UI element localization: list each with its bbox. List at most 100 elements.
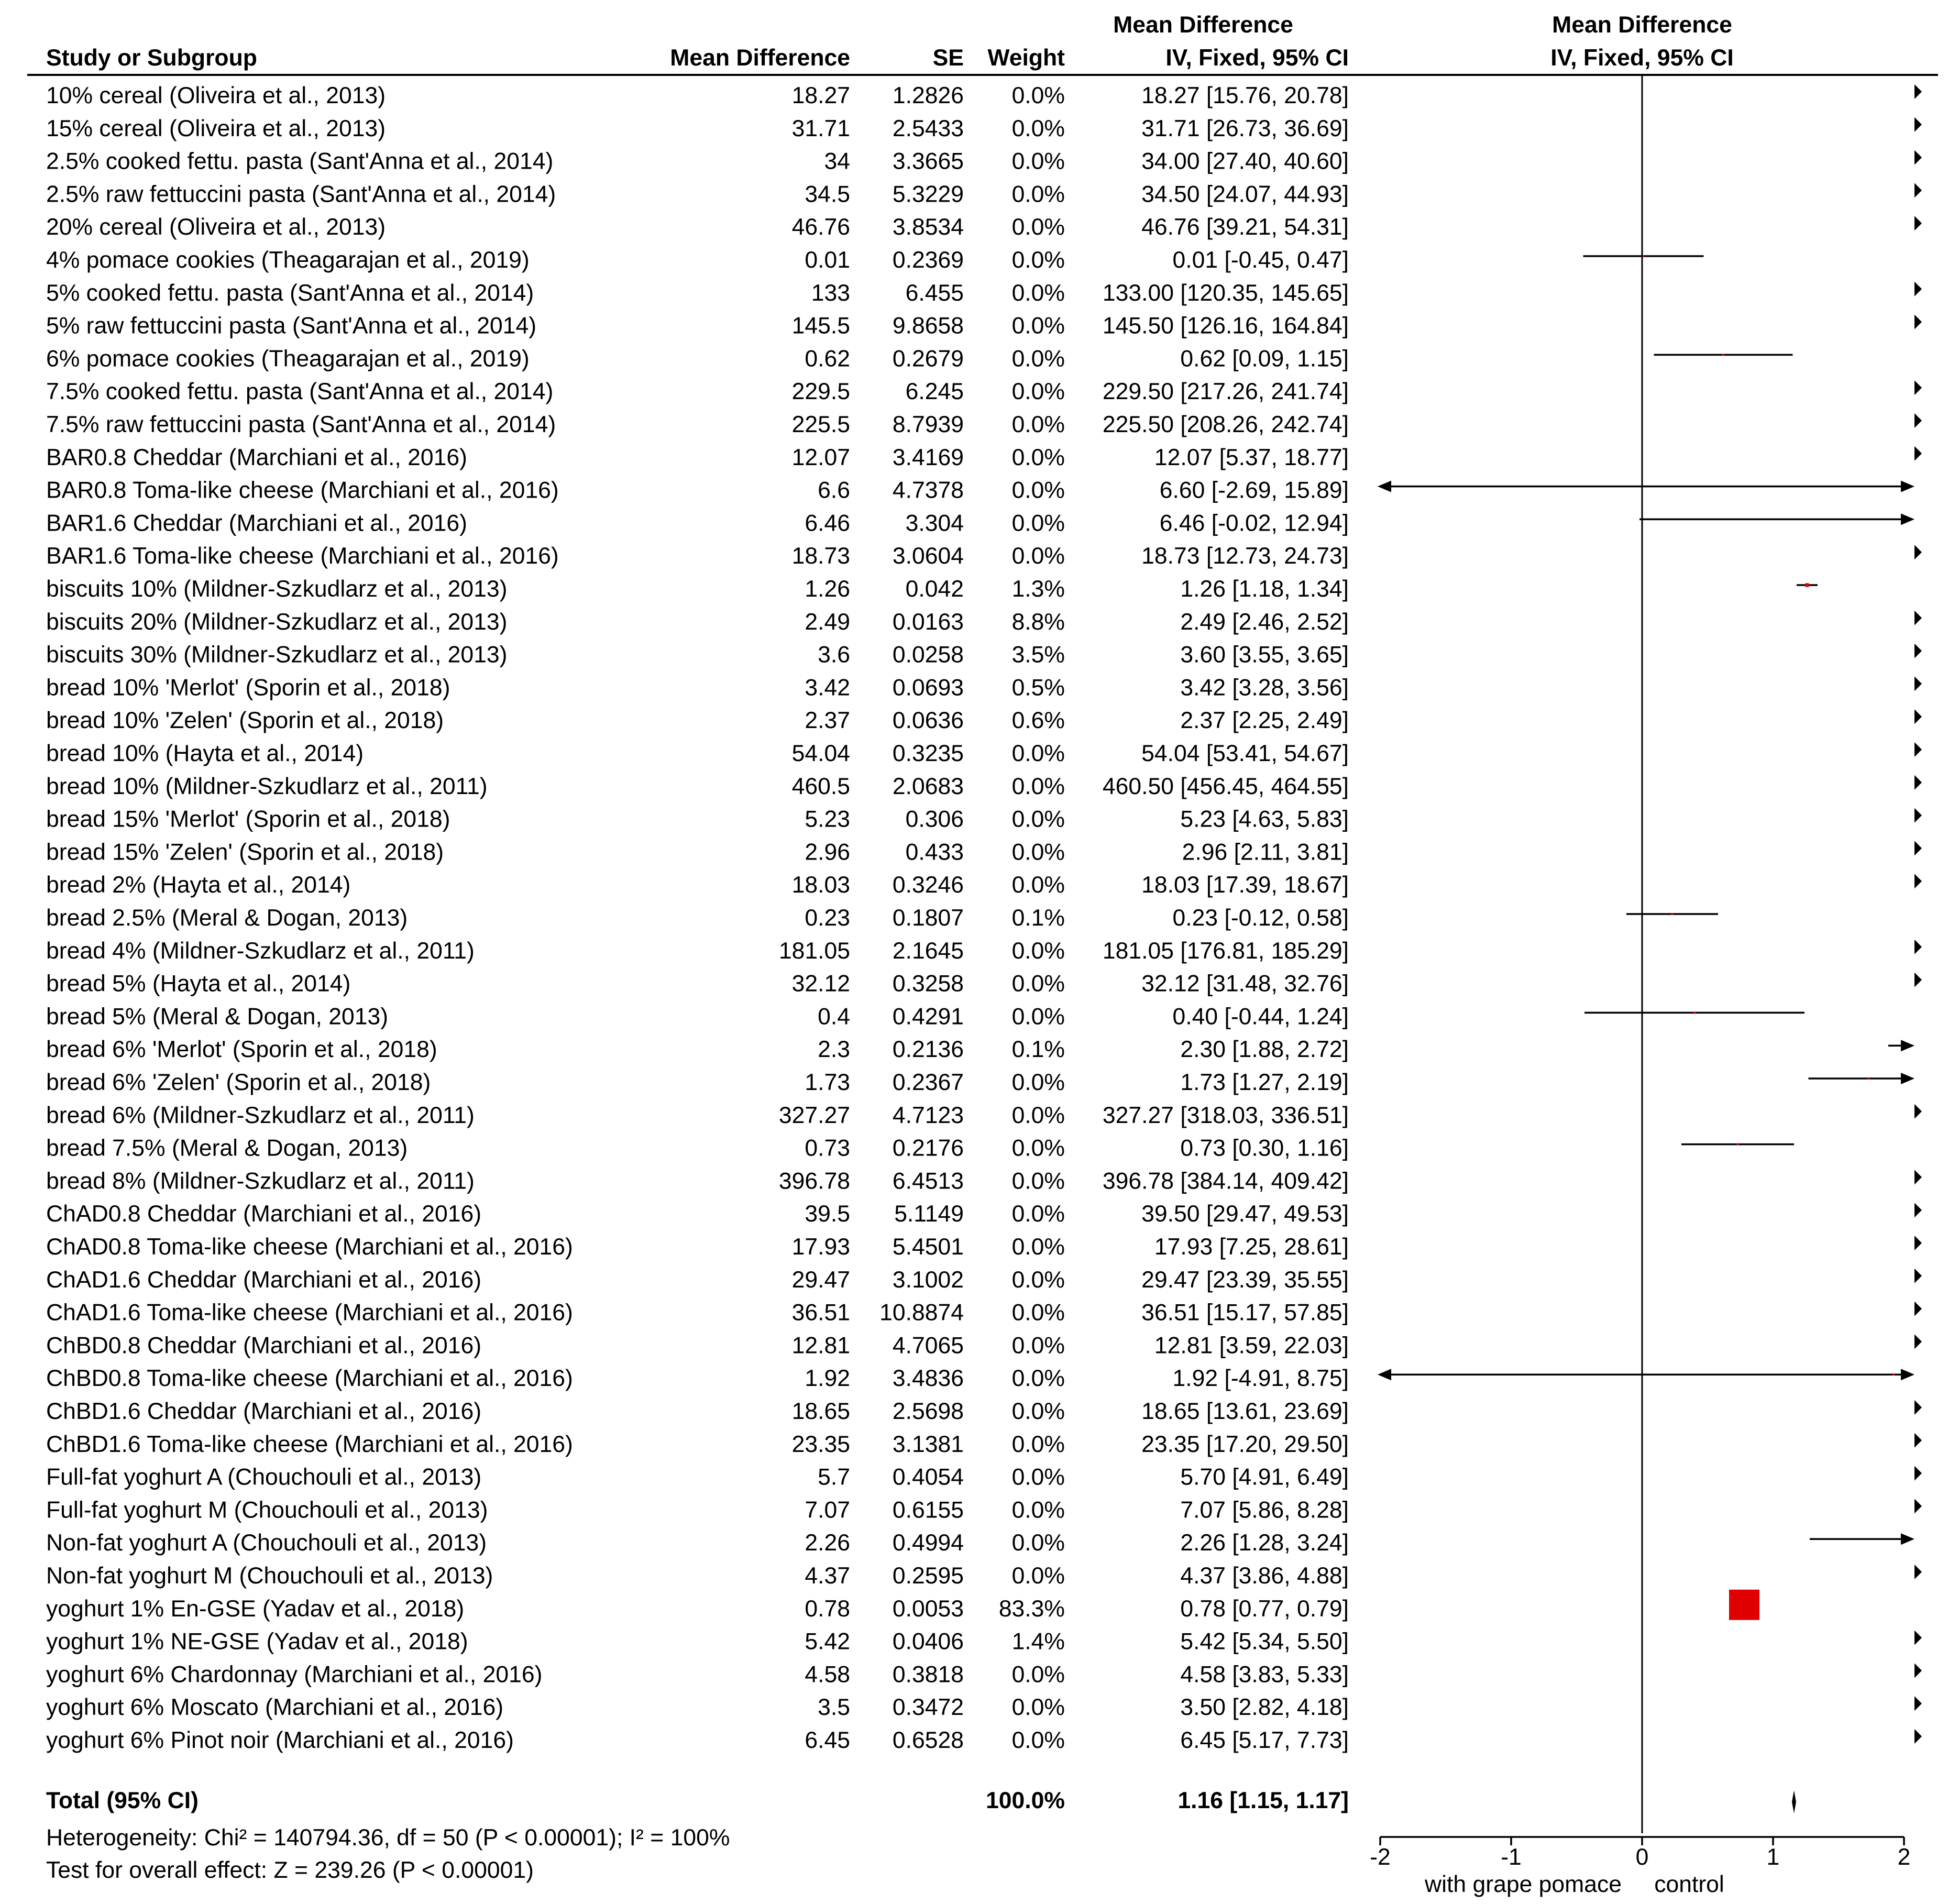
se-value: 0.4291 — [893, 1004, 964, 1029]
study-label: 7.5% cooked fettu. pasta (Sant'Anna et a… — [46, 379, 553, 404]
header-mean-difference: Mean Difference — [670, 45, 850, 71]
header-ci-bottom: IV, Fixed, 95% CI — [1165, 45, 1349, 71]
weight-value: 0.0% — [1012, 1300, 1065, 1326]
study-label: yoghurt 1% NE-GSE (Yadav et al., 2018) — [46, 1629, 468, 1655]
study-label: Non-fat yoghurt M (Chouchouli et al., 20… — [46, 1563, 493, 1589]
study-mark — [1914, 183, 1922, 198]
se-value: 0.2367 — [893, 1070, 964, 1095]
weight-value: 0.0% — [1012, 149, 1065, 174]
study-label: bread 6% 'Zelen' (Sporin et al., 2018) — [46, 1070, 431, 1095]
study-mark — [1914, 1630, 1922, 1645]
mean-difference-value: 34.5 — [805, 181, 850, 207]
weight-value: 0.0% — [1012, 1168, 1065, 1194]
se-value: 4.7378 — [893, 478, 964, 503]
mean-difference-value: 2.96 — [805, 839, 850, 865]
offscale-right-arrow — [1914, 117, 1922, 132]
mean-difference-value: 133 — [811, 280, 850, 306]
study-mark — [1914, 314, 1922, 329]
table-row: ChAD1.6 Cheddar (Marchiani et al., 2016)… — [46, 1267, 1349, 1293]
study-label: yoghurt 1% En-GSE (Yadav et al., 2018) — [46, 1596, 464, 1622]
weight-value: 0.0% — [1012, 1727, 1065, 1753]
offscale-right-arrow — [1914, 643, 1922, 658]
offscale-right-arrow — [1914, 1170, 1922, 1185]
mean-difference-value: 6.6 — [818, 478, 850, 503]
weight-value: 0.0% — [1012, 1267, 1065, 1293]
study-label: ChBD0.8 Toma-like cheese (Marchiani et a… — [46, 1366, 573, 1391]
weight-value: 0.0% — [1012, 774, 1065, 799]
weight-value: 0.0% — [1012, 510, 1065, 536]
study-label: 7.5% raw fettuccini pasta (Sant'Anna et … — [46, 412, 556, 437]
study-mark — [1914, 1729, 1922, 1744]
axis-tick-label: -2 — [1370, 1844, 1391, 1870]
table-row: 7.5% cooked fettu. pasta (Sant'Anna et a… — [46, 379, 1349, 404]
header-ci-top: Mean Difference — [1113, 12, 1293, 38]
se-value: 5.1149 — [894, 1201, 964, 1227]
se-value: 10.8874 — [879, 1300, 964, 1326]
weight-value: 0.0% — [1012, 1497, 1065, 1523]
study-label: 5% raw fettuccini pasta (Sant'Anna et al… — [46, 313, 536, 339]
weight-value: 0.0% — [1012, 1201, 1065, 1227]
ci-value: 3.60 [3.55, 3.65] — [1180, 642, 1349, 668]
ci-value: 34.00 [27.40, 40.60] — [1141, 149, 1349, 174]
mean-difference-value: 2.49 — [805, 609, 850, 635]
se-value: 2.5433 — [893, 116, 964, 141]
mean-difference-value: 229.5 — [792, 379, 850, 404]
ci-right-arrow — [1901, 480, 1914, 492]
table-row: 5% raw fettuccini pasta (Sant'Anna et al… — [46, 313, 1349, 339]
ci-value: 0.73 [0.30, 1.16] — [1180, 1136, 1349, 1161]
header-se: SE — [933, 45, 964, 71]
weight-value: 83.3% — [999, 1596, 1065, 1622]
study-label: 5% cooked fettu. pasta (Sant'Anna et al.… — [46, 280, 534, 306]
se-value: 3.1002 — [893, 1267, 964, 1293]
mean-difference-value: 46.76 — [792, 214, 850, 240]
plot-marks — [1378, 75, 1922, 1833]
point-estimate-square — [1729, 1589, 1759, 1620]
weight-value: 0.0% — [1012, 214, 1065, 240]
mean-difference-value: 2.37 — [805, 708, 850, 733]
ci-value: 1.92 [-4.91, 8.75] — [1173, 1366, 1349, 1391]
ci-value: 12.81 [3.59, 22.03] — [1154, 1333, 1349, 1358]
table-row: bread 6% 'Zelen' (Sporin et al., 2018) 1.… — [46, 1070, 1349, 1095]
study-label: biscuits 30% (Mildner-Szkudlarz et al., … — [46, 642, 507, 668]
study-label: bread 10% 'Merlot' (Sporin et al., 2018) — [46, 675, 450, 700]
table-row: BAR0.8 Cheddar (Marchiani et al., 2016) 1… — [46, 445, 1349, 470]
ci-value: 36.51 [15.17, 57.85] — [1141, 1300, 1349, 1326]
offscale-right-arrow — [1914, 1203, 1922, 1218]
study-label: BAR0.8 Toma-like cheese (Marchiani et al… — [46, 478, 559, 503]
ci-right-arrow — [1901, 1040, 1914, 1052]
point-estimate-square — [1693, 1011, 1696, 1014]
se-value: 0.0636 — [893, 708, 964, 733]
se-value: 0.3818 — [893, 1661, 964, 1687]
se-value: 3.0604 — [893, 543, 964, 569]
offscale-right-arrow — [1914, 1400, 1922, 1415]
heterogeneity-text: Heterogeneity: Chi² = 140794.36, df = 50… — [46, 1825, 730, 1851]
ci-value: 1.26 [1.18, 1.34] — [1180, 576, 1349, 602]
ci-value: 4.58 [3.83, 5.33] — [1180, 1661, 1349, 1687]
table-row: bread 2.5% (Meral & Dogan, 2013) 0.23 0.18… — [46, 905, 1349, 931]
ci-value: 29.47 [23.39, 35.55] — [1141, 1267, 1349, 1293]
offscale-right-arrow — [1914, 1630, 1922, 1645]
table-row: 2.5% raw fettuccini pasta (Sant'Anna et … — [46, 181, 1349, 207]
ci-value: 5.23 [4.63, 5.83] — [1180, 807, 1349, 832]
weight-value: 0.0% — [1012, 872, 1065, 898]
ci-value: 18.73 [12.73, 24.73] — [1141, 543, 1349, 569]
mean-difference-value: 0.73 — [805, 1136, 850, 1161]
weight-value: 1.4% — [1012, 1629, 1065, 1655]
favours-left-label: with grape pomace — [1424, 1872, 1622, 1897]
mean-difference-value: 23.35 — [792, 1432, 850, 1457]
se-value: 3.8534 — [893, 214, 964, 240]
ci-value: 133.00 [120.35, 145.65] — [1103, 280, 1349, 306]
weight-value: 0.0% — [1012, 1333, 1065, 1358]
weight-value: 0.0% — [1012, 741, 1065, 766]
weight-value: 0.0% — [1012, 445, 1065, 470]
total-ci: 1.16 [1.15, 1.17] — [1177, 1788, 1349, 1813]
study-label: 6% pomace cookies (Theagarajan et al., 2… — [46, 346, 530, 371]
total-diamond — [1792, 1790, 1796, 1813]
offscale-right-arrow — [1914, 972, 1922, 987]
ci-value: 229.50 [217.26, 241.74] — [1103, 379, 1349, 404]
study-mark — [1378, 480, 1914, 492]
ci-value: 460.50 [456.45, 464.55] — [1103, 774, 1349, 799]
table-row: yoghurt 1% NE-GSE (Yadav et al., 2018) 5.… — [46, 1629, 1349, 1655]
weight-value: 0.0% — [1012, 116, 1065, 141]
se-value: 0.3246 — [893, 872, 964, 898]
